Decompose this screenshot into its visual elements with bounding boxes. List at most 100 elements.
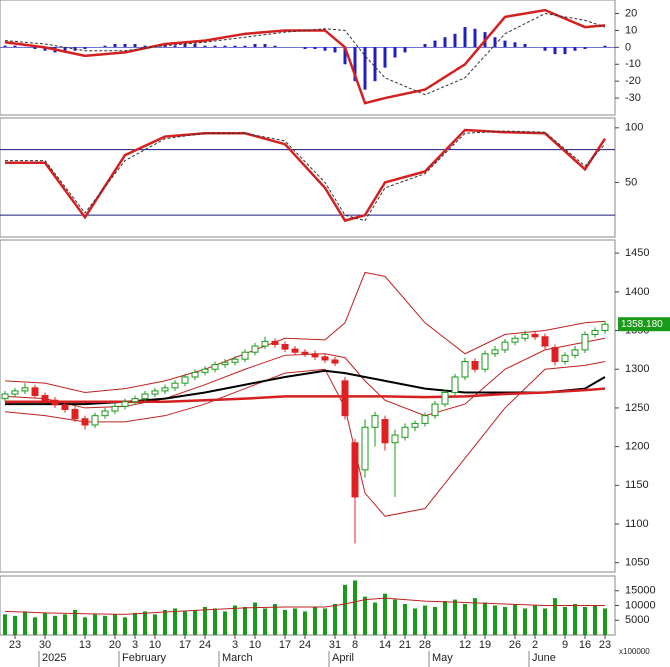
candle-body [171, 382, 179, 389]
indicator-line [5, 130, 606, 222]
x-tick-label: 3 [132, 639, 138, 651]
volume-bar [333, 604, 337, 635]
y-tick-label: 15000 [625, 585, 656, 597]
volume-bar [583, 606, 587, 635]
volume-bar [283, 609, 287, 635]
volume-bar [573, 604, 577, 635]
x-tick-label: 10 [149, 639, 161, 651]
volume-bar [133, 612, 137, 635]
y-tick-label: 100 [625, 122, 643, 134]
candle-body [431, 403, 439, 417]
indicator-line [5, 128, 607, 223]
last-price-label: 1358.180 [621, 319, 663, 330]
x-tick-label: 23 [599, 639, 611, 651]
x-tick-label: 21 [399, 639, 411, 651]
candle-body [341, 380, 349, 417]
volume-bar [103, 615, 107, 635]
candle-body [511, 337, 519, 343]
volume-bar [603, 608, 607, 635]
histogram-bar [333, 47, 337, 53]
volume-bar [413, 608, 417, 635]
candle-body [301, 351, 309, 355]
volume-bar [183, 611, 187, 635]
candle-body [211, 364, 219, 370]
histogram-bar [3, 45, 7, 48]
x-tick-label: 2 [532, 639, 538, 651]
volume-bar [273, 604, 277, 635]
histogram-bar [563, 47, 567, 55]
candle-body [41, 395, 49, 401]
candle-body [181, 376, 189, 384]
candle-body [191, 371, 199, 378]
volume-bar [193, 609, 197, 635]
x-tick-label: 31 [329, 639, 341, 651]
candle-body [521, 333, 529, 339]
volume-bar [33, 617, 37, 635]
volume-bar [543, 608, 547, 635]
histogram-bar [33, 47, 37, 50]
x-tick-label: 9 [562, 639, 568, 651]
volume-bar [263, 608, 267, 635]
histogram-bar [523, 43, 527, 48]
volume-bar [453, 599, 457, 635]
panel-frame [0, 117, 616, 238]
histogram-bar [303, 47, 307, 50]
x-tick-label: 28 [419, 639, 431, 651]
volume-bar [363, 596, 367, 635]
histogram-bar [253, 43, 257, 48]
volume-bar [83, 617, 87, 635]
histogram-bar [383, 47, 387, 68]
overlay-line [4, 271, 606, 393]
candle-body [531, 333, 539, 338]
volume-bar [173, 608, 177, 635]
volume-bar [93, 614, 97, 635]
y-tick-label: 1400 [625, 286, 649, 298]
histogram-bar [133, 43, 137, 48]
histogram-bar [353, 47, 357, 82]
candle-body [391, 434, 399, 444]
histogram-bar [83, 47, 87, 50]
indicator-line [4, 13, 606, 96]
volume-bar [253, 602, 257, 635]
volume-bar [553, 598, 557, 635]
histogram-bar [423, 43, 427, 48]
volume-bar [383, 593, 387, 635]
histogram-bar [43, 47, 47, 51]
y-tick-label: 5000 [625, 614, 649, 626]
candle-body [61, 404, 69, 410]
volume-bar [3, 614, 7, 635]
histogram-bar [233, 45, 237, 48]
candle-body [151, 390, 159, 395]
volume-bar [243, 606, 247, 635]
histogram-bar [173, 45, 177, 48]
month-label: February [122, 652, 167, 664]
candle-body [111, 405, 119, 412]
volume-bar [163, 609, 167, 635]
volume-bar [353, 580, 357, 635]
y-tick-label: -20 [625, 75, 641, 87]
volume-bar [593, 605, 597, 635]
candle-body [101, 410, 109, 417]
y-tick-label: 1300 [625, 363, 649, 375]
candle-body [91, 415, 99, 426]
volume-bar [403, 604, 407, 635]
histogram-bar [193, 43, 197, 48]
volume-bar [483, 602, 487, 635]
panel-frame [0, 239, 616, 573]
x-tick-label: 26 [509, 639, 521, 651]
volume-bar [223, 611, 227, 635]
candle-body [141, 393, 149, 400]
indicator-line [4, 8, 606, 105]
candle-body [421, 415, 429, 424]
volume-bar [313, 606, 317, 635]
y-tick-label: 10 [625, 24, 637, 36]
x-tick-label: 24 [299, 639, 311, 651]
histogram-bar [373, 47, 377, 82]
volume-bar [143, 611, 147, 635]
x-tick-label: 19 [479, 639, 491, 651]
candle-body [291, 348, 299, 353]
volume-bar [113, 614, 117, 635]
volume-bar [123, 617, 127, 635]
volume-bar [153, 614, 157, 635]
histogram-bar [513, 42, 517, 48]
